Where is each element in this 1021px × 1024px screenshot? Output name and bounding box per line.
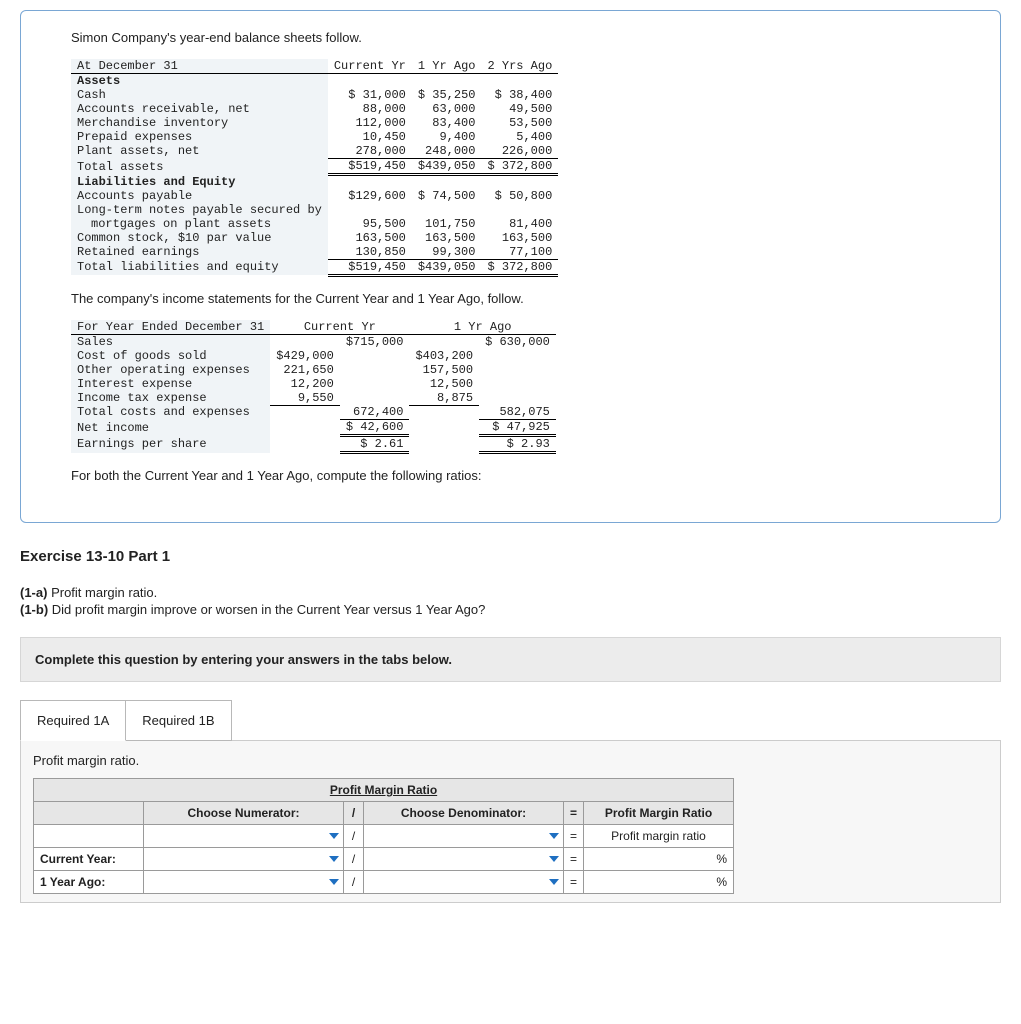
is-col-current: Current Yr (270, 320, 409, 335)
row-current-year: Current Year: (34, 848, 144, 871)
intro-1: Simon Company's year-end balance sheets … (71, 30, 980, 45)
is-title: For Year Ended December 31 (71, 320, 270, 335)
bs-col-1yr: 1 Yr Ago (412, 59, 482, 74)
intro-2: The company's income statements for the … (71, 291, 980, 306)
row-1yr-ago: 1 Year Ago: (34, 871, 144, 894)
tab-required-1b[interactable]: Required 1B (125, 700, 231, 741)
row-label: Cash (71, 88, 328, 102)
numerator-input-prior[interactable] (144, 871, 344, 894)
liab-header: Liabilities and Equity (71, 175, 328, 189)
eps: Earnings per share (71, 436, 270, 453)
total-costs: Total costs and expenses (71, 405, 270, 420)
bs-title: At December 31 (71, 59, 328, 74)
row-label: Cost of goods sold (71, 349, 270, 363)
result-input-current[interactable]: % (584, 848, 734, 871)
total-assets: Total assets (71, 159, 328, 175)
problem-container: Simon Company's year-end balance sheets … (20, 10, 1001, 523)
row-label: Plant assets, net (71, 144, 328, 159)
tab-panel: Profit margin ratio. Profit Margin Ratio… (20, 740, 1001, 903)
is-col-1yr: 1 Yr Ago (409, 320, 555, 335)
exercise-title: Exercise 13-10 Part 1 (20, 548, 1001, 565)
slash-header: / (344, 802, 364, 825)
row-label: mortgages on plant assets (71, 217, 328, 231)
row-label: Interest expense (71, 377, 270, 391)
panel-label: Profit margin ratio. (33, 753, 988, 768)
answer-table: Profit Margin Ratio Choose Numerator: / … (33, 778, 734, 894)
result-input-prior[interactable]: % (584, 871, 734, 894)
bs-col-2yr: 2 Yrs Ago (481, 59, 558, 74)
result-label: Profit margin ratio (584, 825, 734, 848)
intro-3: For both the Current Year and 1 Year Ago… (71, 468, 980, 483)
total-liab: Total liabilities and equity (71, 259, 328, 275)
balance-sheet-table: At December 31 Current Yr 1 Yr Ago 2 Yrs… (71, 59, 558, 277)
result-header: Profit Margin Ratio (584, 802, 734, 825)
numerator-select-generic[interactable] (144, 825, 344, 848)
row-label: Long-term notes payable secured by (71, 203, 328, 217)
income-statement-table: For Year Ended December 31 Current Yr 1 … (71, 320, 556, 455)
denominator-input-current[interactable] (364, 848, 564, 871)
numerator-header: Choose Numerator: (144, 802, 344, 825)
question-1b: (1-b) Did profit margin improve or worse… (20, 602, 1001, 617)
denominator-input-prior[interactable] (364, 871, 564, 894)
denominator-header: Choose Denominator: (364, 802, 564, 825)
row-label: Retained earnings (71, 245, 328, 260)
bs-col-current: Current Yr (328, 59, 412, 74)
row-label: Prepaid expenses (71, 130, 328, 144)
eq-header: = (564, 802, 584, 825)
row-label: Merchandise inventory (71, 116, 328, 130)
tab-required-1a[interactable]: Required 1A (20, 700, 126, 741)
net-income: Net income (71, 420, 270, 436)
assets-header: Assets (71, 74, 328, 89)
row-label: Accounts receivable, net (71, 102, 328, 116)
denominator-select-generic[interactable] (364, 825, 564, 848)
numerator-input-current[interactable] (144, 848, 344, 871)
group-header: Profit Margin Ratio (34, 779, 734, 802)
row-label: Accounts payable (71, 189, 328, 203)
sales-label: Sales (71, 334, 270, 349)
tabs: Required 1A Required 1B (20, 700, 1001, 741)
row-label: Income tax expense (71, 391, 270, 406)
instruction-box: Complete this question by entering your … (20, 637, 1001, 682)
row-label: Common stock, $10 par value (71, 231, 328, 245)
question-1a: (1-a) Profit margin ratio. (20, 585, 1001, 600)
row-label: Other operating expenses (71, 363, 270, 377)
